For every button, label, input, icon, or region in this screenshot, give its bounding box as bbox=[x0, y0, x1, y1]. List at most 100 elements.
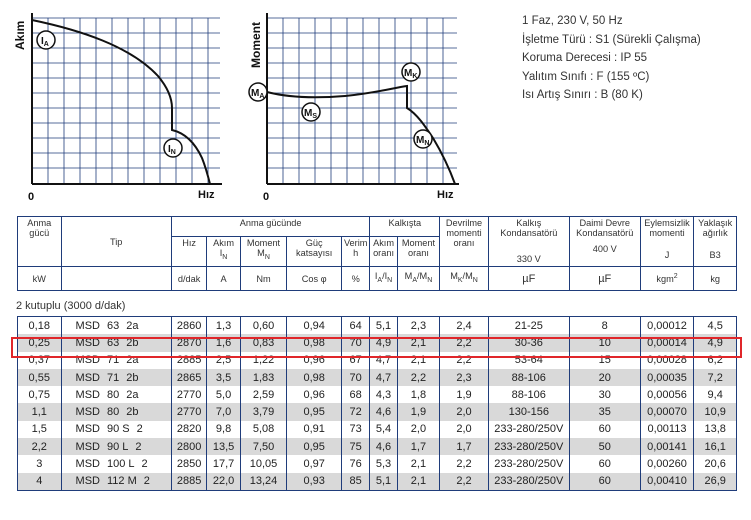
cell-value: 5,1 bbox=[369, 472, 398, 491]
type-part: 80 bbox=[106, 406, 120, 419]
type-part: 90 S bbox=[106, 423, 130, 436]
cell-value: 3,79 bbox=[239, 403, 288, 421]
spec-supply: 1 Faz, 230 V, 50 Hz bbox=[522, 15, 623, 27]
unit-uf-run: µF bbox=[568, 266, 641, 291]
cell-value: 2,1 bbox=[396, 472, 441, 491]
cell-value: 7,50 bbox=[239, 438, 288, 456]
unit-kw: kW bbox=[17, 266, 62, 291]
cell-value: 60 bbox=[568, 420, 641, 439]
svg-text:IN: IN bbox=[168, 144, 176, 156]
cell-value: 0,60 bbox=[239, 316, 288, 335]
saddle-torque-marker: MS bbox=[301, 102, 321, 122]
cell-value: 5,3 bbox=[369, 455, 398, 473]
cell-kw: 0,75 bbox=[17, 386, 62, 404]
table-row: 1,1 MSD 80 2b 2770 7,0 3,79 0,95 72 4,6 1,9 2,0 130-… bbox=[17, 403, 737, 421]
x-axis-label: Hız bbox=[198, 189, 215, 201]
cell-value: 73 bbox=[340, 420, 371, 439]
type-part: 63 bbox=[106, 319, 120, 332]
type-part: MSD bbox=[75, 388, 100, 401]
table-row: 0,37 MSD 71 2a 2885 2,5 1,22 0,96 67 4,7 2,1 2,2 53-… bbox=[17, 351, 737, 369]
cell-value: 2,0 bbox=[439, 420, 489, 439]
type-part: MSD bbox=[75, 319, 100, 332]
type-part: 2a bbox=[126, 388, 139, 401]
unit-ma-mn: MA/MN bbox=[396, 266, 441, 291]
cell-value: 0,00035 bbox=[639, 368, 695, 387]
current-curve bbox=[31, 19, 211, 185]
col-inertia: Eylemsizlik momenti J bbox=[639, 216, 695, 267]
col-breakdown-ratio: Devrilme momenti oranı bbox=[439, 216, 489, 267]
origin-label: 0 bbox=[263, 191, 269, 203]
cell-value: 2,2 bbox=[396, 368, 441, 387]
cell-value: 3,5 bbox=[206, 368, 241, 387]
unit-pct: % bbox=[340, 266, 371, 291]
cell-value: 2,3 bbox=[439, 368, 489, 387]
cell-value: 1,9 bbox=[396, 403, 441, 421]
cell-value: 0,96 bbox=[286, 386, 342, 404]
cell-value: 35 bbox=[568, 403, 641, 421]
torque-curve bbox=[266, 84, 456, 185]
table-row: 0,75 MSD 80 2a 2770 5,0 2,59 0,96 68 4,3 1,8 1,9 88-… bbox=[17, 386, 737, 404]
chart-grid bbox=[267, 17, 457, 183]
cell-value: 7,2 bbox=[693, 368, 737, 387]
torque-speed-chart: Moment Hız 0 MA MS MK MN bbox=[248, 13, 459, 203]
cell-type: MSD 71 2b bbox=[60, 368, 172, 387]
cell-value: 2770 bbox=[170, 386, 208, 404]
x-axis-label: Hız bbox=[437, 189, 454, 201]
cell-value: 10,05 bbox=[239, 455, 288, 473]
table-row: 4 MSD 112 M 2 2885 22,0 13,24 0,93 85 5,1 2,1 2,2 23… bbox=[17, 472, 737, 491]
cell-value: 2850 bbox=[170, 455, 208, 473]
cell-type: MSD 80 2b bbox=[60, 403, 172, 421]
cell-value: 2,4 bbox=[439, 316, 489, 335]
cell-type: MSD 80 2a bbox=[60, 386, 172, 404]
cell-value: 0,91 bbox=[286, 420, 342, 439]
spec-temp-rise: Isı Artış Sınırı : B (80 K) bbox=[522, 89, 643, 102]
cell-value: 2885 bbox=[170, 351, 208, 369]
cell-value: 0,00012 bbox=[639, 316, 695, 335]
type-part: MSD bbox=[75, 336, 100, 349]
cell-value: 0,95 bbox=[286, 438, 342, 456]
breakdown-torque-marker: MK bbox=[401, 62, 421, 82]
cell-value: 4,6 bbox=[369, 403, 398, 421]
type-part: MSD bbox=[75, 475, 100, 488]
unit-uf-start: µF bbox=[487, 266, 570, 291]
cell-type: MSD 63 2a bbox=[60, 316, 172, 335]
cell-value: 1,7 bbox=[396, 438, 441, 456]
cell-value: 22,0 bbox=[206, 472, 241, 491]
svg-text:MA: MA bbox=[251, 88, 264, 100]
cell-value: 2,1 bbox=[396, 455, 441, 473]
cell-value: 88-106 bbox=[487, 368, 570, 387]
spec-duty: İşletme Türü : S1 (Sürekli Çalışma) bbox=[522, 33, 701, 46]
cell-value: 2800 bbox=[170, 438, 208, 456]
table-row: 0,18 MSD 63 2a 2860 1,3 0,60 0,94 64 5,1 2,3 2,4 21-… bbox=[17, 316, 737, 335]
cell-value: 68 bbox=[340, 386, 371, 404]
cell-value: 13,8 bbox=[693, 420, 737, 439]
col-run-capacitor: Daimi Devre Kondansatörü 400 V bbox=[568, 216, 641, 267]
col-torque: Moment MN bbox=[239, 236, 288, 267]
cell-value: 4,6 bbox=[369, 438, 398, 456]
cell-value: 2,2 bbox=[439, 455, 489, 473]
unit-a: A bbox=[206, 266, 241, 291]
cell-value: 0,97 bbox=[286, 455, 342, 473]
cell-kw: 2,2 bbox=[17, 438, 62, 456]
type-part: 2 bbox=[141, 458, 148, 471]
cell-value: 0,00141 bbox=[639, 438, 695, 456]
cell-value: 0,00056 bbox=[639, 386, 695, 404]
cell-value: 0,00113 bbox=[639, 420, 695, 439]
cell-value: 233-280/250V bbox=[487, 420, 570, 439]
cell-value: 17,7 bbox=[206, 455, 241, 473]
cell-kw: 3 bbox=[17, 455, 62, 473]
cell-value: 4,5 bbox=[693, 316, 737, 335]
start-torque-marker: MA bbox=[248, 82, 268, 102]
cell-value: 16,1 bbox=[693, 438, 737, 456]
cell-value: 1,9 bbox=[439, 386, 489, 404]
cell-value: 2,3 bbox=[396, 316, 441, 335]
type-part: 2 bbox=[143, 475, 150, 488]
cell-value: 60 bbox=[568, 472, 641, 491]
cell-value: 26,9 bbox=[693, 472, 737, 491]
cell-value: 2,0 bbox=[439, 403, 489, 421]
cell-value: 76 bbox=[340, 455, 371, 473]
unit-mk-mn: MK/MN bbox=[439, 266, 489, 291]
type-part: 71 bbox=[106, 371, 120, 384]
cell-value: 85 bbox=[340, 472, 371, 491]
cell-value: 0,93 bbox=[286, 472, 342, 491]
